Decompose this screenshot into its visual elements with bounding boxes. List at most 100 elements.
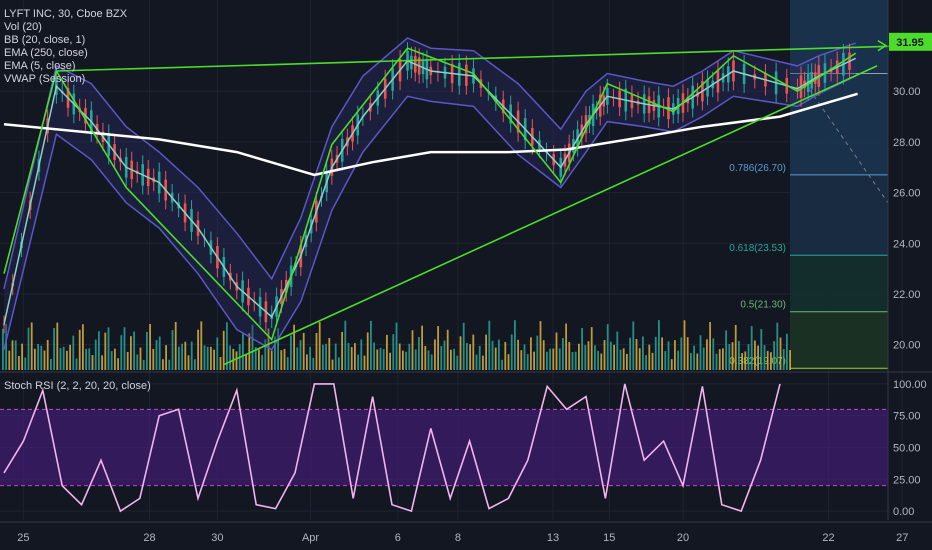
volume-bar: [558, 348, 561, 370]
volume-bar: [683, 320, 686, 370]
volume-bar: [98, 331, 100, 370]
volume-bar: [498, 339, 500, 370]
indicator-vol[interactable]: Vol (20): [4, 21, 42, 33]
volume-bar: [562, 338, 564, 370]
volume-bar: [114, 348, 116, 370]
volume-bar: [699, 335, 702, 370]
resistance-line: [56, 44, 914, 72]
volume-bar: [411, 330, 414, 370]
time-tick-label: 6: [395, 532, 401, 544]
volume-bar: [635, 339, 638, 370]
volume-bar: [453, 348, 455, 370]
volume-bar: [606, 324, 609, 370]
volume-bar: [104, 332, 107, 370]
volume-bar: [27, 327, 30, 370]
volume-bars: [2, 320, 791, 370]
volume-bar: [258, 349, 260, 370]
volume-bar: [203, 345, 206, 370]
volume-bar: [437, 326, 439, 370]
fib-zone: 0.786(26.70)0.618(23.53)0.5(21.30)0.382(…: [729, 0, 889, 370]
volume-bar: [344, 320, 347, 370]
volume-bar: [712, 338, 715, 370]
volume-bar: [686, 337, 689, 370]
volume-bar: [53, 328, 55, 370]
volume-bar: [373, 342, 375, 370]
time-tick-label: 27: [896, 532, 908, 544]
volume-bar: [290, 335, 292, 370]
indicator-ema5[interactable]: EMA (5, close): [4, 60, 76, 72]
symbol-title: LYFT INC, 30, Cboe BZX: [4, 8, 128, 20]
volume-bar: [123, 327, 126, 370]
volume-bar: [584, 344, 587, 370]
volume-bar: [392, 334, 395, 370]
volume-bar: [789, 350, 791, 370]
volume-bar: [510, 334, 513, 370]
fib-box: [790, 255, 888, 312]
volume-bar: [72, 335, 75, 370]
volume-bar: [389, 352, 391, 370]
volume-bar: [619, 349, 622, 370]
volume-bar: [194, 359, 196, 370]
volume-bar: [152, 348, 155, 370]
price-tick-label: 22.00: [893, 289, 921, 301]
stoch-pane: 0.00 25.00 50.00 75.00 100.00: [0, 379, 927, 518]
volume-bar: [491, 340, 494, 370]
volume-bar: [725, 330, 727, 370]
stoch-rsi-line: [3, 383, 781, 513]
stoch-tick-label: 50.00: [893, 443, 921, 455]
volume-bar: [488, 320, 491, 370]
volume-bar: [574, 351, 577, 370]
volume-bar: [213, 349, 215, 370]
volume-bar: [709, 321, 711, 370]
volume-bar: [206, 346, 209, 370]
stoch-rsi-legend[interactable]: Stoch RSI (2, 2, 20, 20, close): [4, 380, 151, 392]
stoch-tick-label: 0.00: [893, 506, 914, 518]
volume-bar: [82, 324, 84, 370]
volume-bar: [402, 350, 404, 370]
volume-bar: [5, 323, 7, 370]
volume-bar: [142, 359, 145, 370]
volume-bar: [664, 351, 667, 370]
volume-bar: [315, 332, 318, 370]
volume-bar: [677, 350, 679, 370]
volume-bar: [654, 336, 657, 370]
volume-bar: [197, 329, 199, 370]
volume-bar: [187, 355, 190, 370]
volume-bar: [571, 352, 574, 370]
volume-bar: [530, 337, 532, 370]
volume-bar: [296, 347, 299, 370]
volume-bar: [648, 344, 651, 370]
volume-bar: [149, 323, 151, 370]
volume-bar: [546, 351, 548, 370]
volume-bar: [782, 349, 785, 370]
volume-bar: [565, 323, 567, 370]
volume-bar: [600, 353, 603, 370]
volume-bar: [507, 354, 510, 370]
volume-bar: [501, 359, 503, 370]
volume-bar: [18, 356, 20, 370]
time-tick-label: 28: [143, 532, 155, 544]
volume-bar: [616, 331, 619, 370]
indicator-vwap[interactable]: VWAP (Session): [4, 73, 86, 85]
time-tick-label: Apr: [302, 532, 319, 544]
volume-bar: [715, 353, 718, 370]
volume-bar: [184, 341, 187, 370]
indicator-bb[interactable]: BB (20, close, 1): [4, 34, 86, 46]
volume-bar: [62, 346, 65, 370]
volume-bar: [622, 348, 625, 370]
volume-bar: [360, 339, 363, 370]
volume-bar: [462, 322, 465, 370]
volume-bar: [181, 343, 183, 370]
candle-body: [2, 324, 6, 326]
fib-box: [790, 311, 888, 370]
volume-bar: [309, 346, 311, 370]
volume-bar: [75, 358, 78, 370]
indicator-ema250[interactable]: EMA (250, close): [4, 47, 88, 59]
volume-bar: [46, 339, 49, 370]
volume-bar: [776, 322, 779, 370]
volume-bar: [34, 348, 36, 370]
volume-bar: [734, 325, 737, 370]
volume-bar: [757, 345, 759, 370]
volume-bar: [395, 322, 398, 370]
